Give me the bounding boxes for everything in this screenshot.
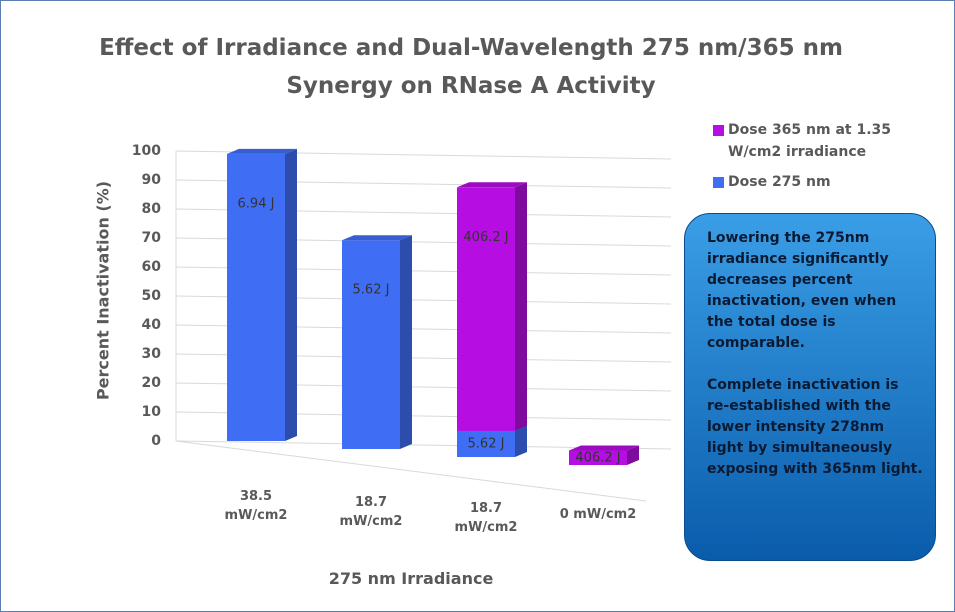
bar-side [515, 425, 527, 457]
data-label: 406.2 J [463, 230, 508, 245]
bar [457, 187, 515, 431]
legend-swatch [713, 177, 724, 188]
chart-title: Effect of Irradiance and Dual-Wavelength… [99, 35, 843, 99]
y-tick-label: 20 [142, 375, 162, 391]
y-tick-label: 10 [142, 404, 162, 420]
legend-label: Dose 365 nm at 1.35 W/cm2 irradiance [728, 122, 892, 160]
legend-item: Dose 275 nm [713, 171, 933, 193]
bar-top [342, 235, 412, 241]
y-tick-label: 40 [142, 317, 162, 333]
bar [342, 240, 400, 449]
legend: Dose 365 nm at 1.35 W/cm2 irradiance Dose… [713, 119, 933, 201]
data-label: 5.62 J [353, 283, 390, 298]
bar-side [627, 445, 639, 465]
data-label: 5.62 J [468, 436, 505, 451]
annotation-text: Complete inactivation is re-established … [707, 377, 923, 477]
x-tick-label: 38.5 mW/cm2 [224, 489, 288, 523]
x-tick-label: 0 mW/cm2 [559, 507, 637, 522]
bar-top [569, 445, 639, 451]
x-axis-title: 275 nm Irradiance [328, 569, 494, 588]
legend-item: Dose 365 nm at 1.35 W/cm2 irradiance [713, 119, 933, 163]
y-tick-label: 50 [142, 288, 162, 304]
y-tick-label: 80 [142, 201, 162, 217]
bar [569, 450, 627, 465]
y-tick-label: 70 [142, 230, 162, 246]
floor-line [175, 440, 647, 502]
bar-top [227, 148, 297, 154]
bar-side [400, 235, 412, 449]
y-tick-label: 60 [142, 259, 162, 275]
bar [457, 430, 515, 457]
y-axis-title: Percent Inactivation (%) [93, 180, 113, 401]
bar [227, 153, 285, 441]
y-tick-label: 0 [151, 433, 161, 449]
y-tick-label: 90 [142, 172, 162, 188]
y-tick-label: 100 [132, 143, 161, 159]
bar-side [285, 148, 297, 441]
data-label: 6.94 J [238, 196, 275, 211]
legend-label: Dose 275 nm [728, 174, 831, 190]
y-tick-label: 30 [142, 346, 162, 362]
x-tick-label: 18.7 mW/cm2 [454, 501, 518, 535]
bar-top [457, 182, 527, 188]
annotation-text: Lowering the 275nm irradiance significan… [707, 230, 897, 351]
annotation-box: Lowering the 275nm irradiance significan… [684, 213, 936, 561]
x-tick-label: 18.7 mW/cm2 [339, 495, 403, 529]
bar-side [515, 182, 527, 431]
legend-swatch [713, 125, 724, 136]
data-label: 406.2 J [575, 450, 620, 465]
